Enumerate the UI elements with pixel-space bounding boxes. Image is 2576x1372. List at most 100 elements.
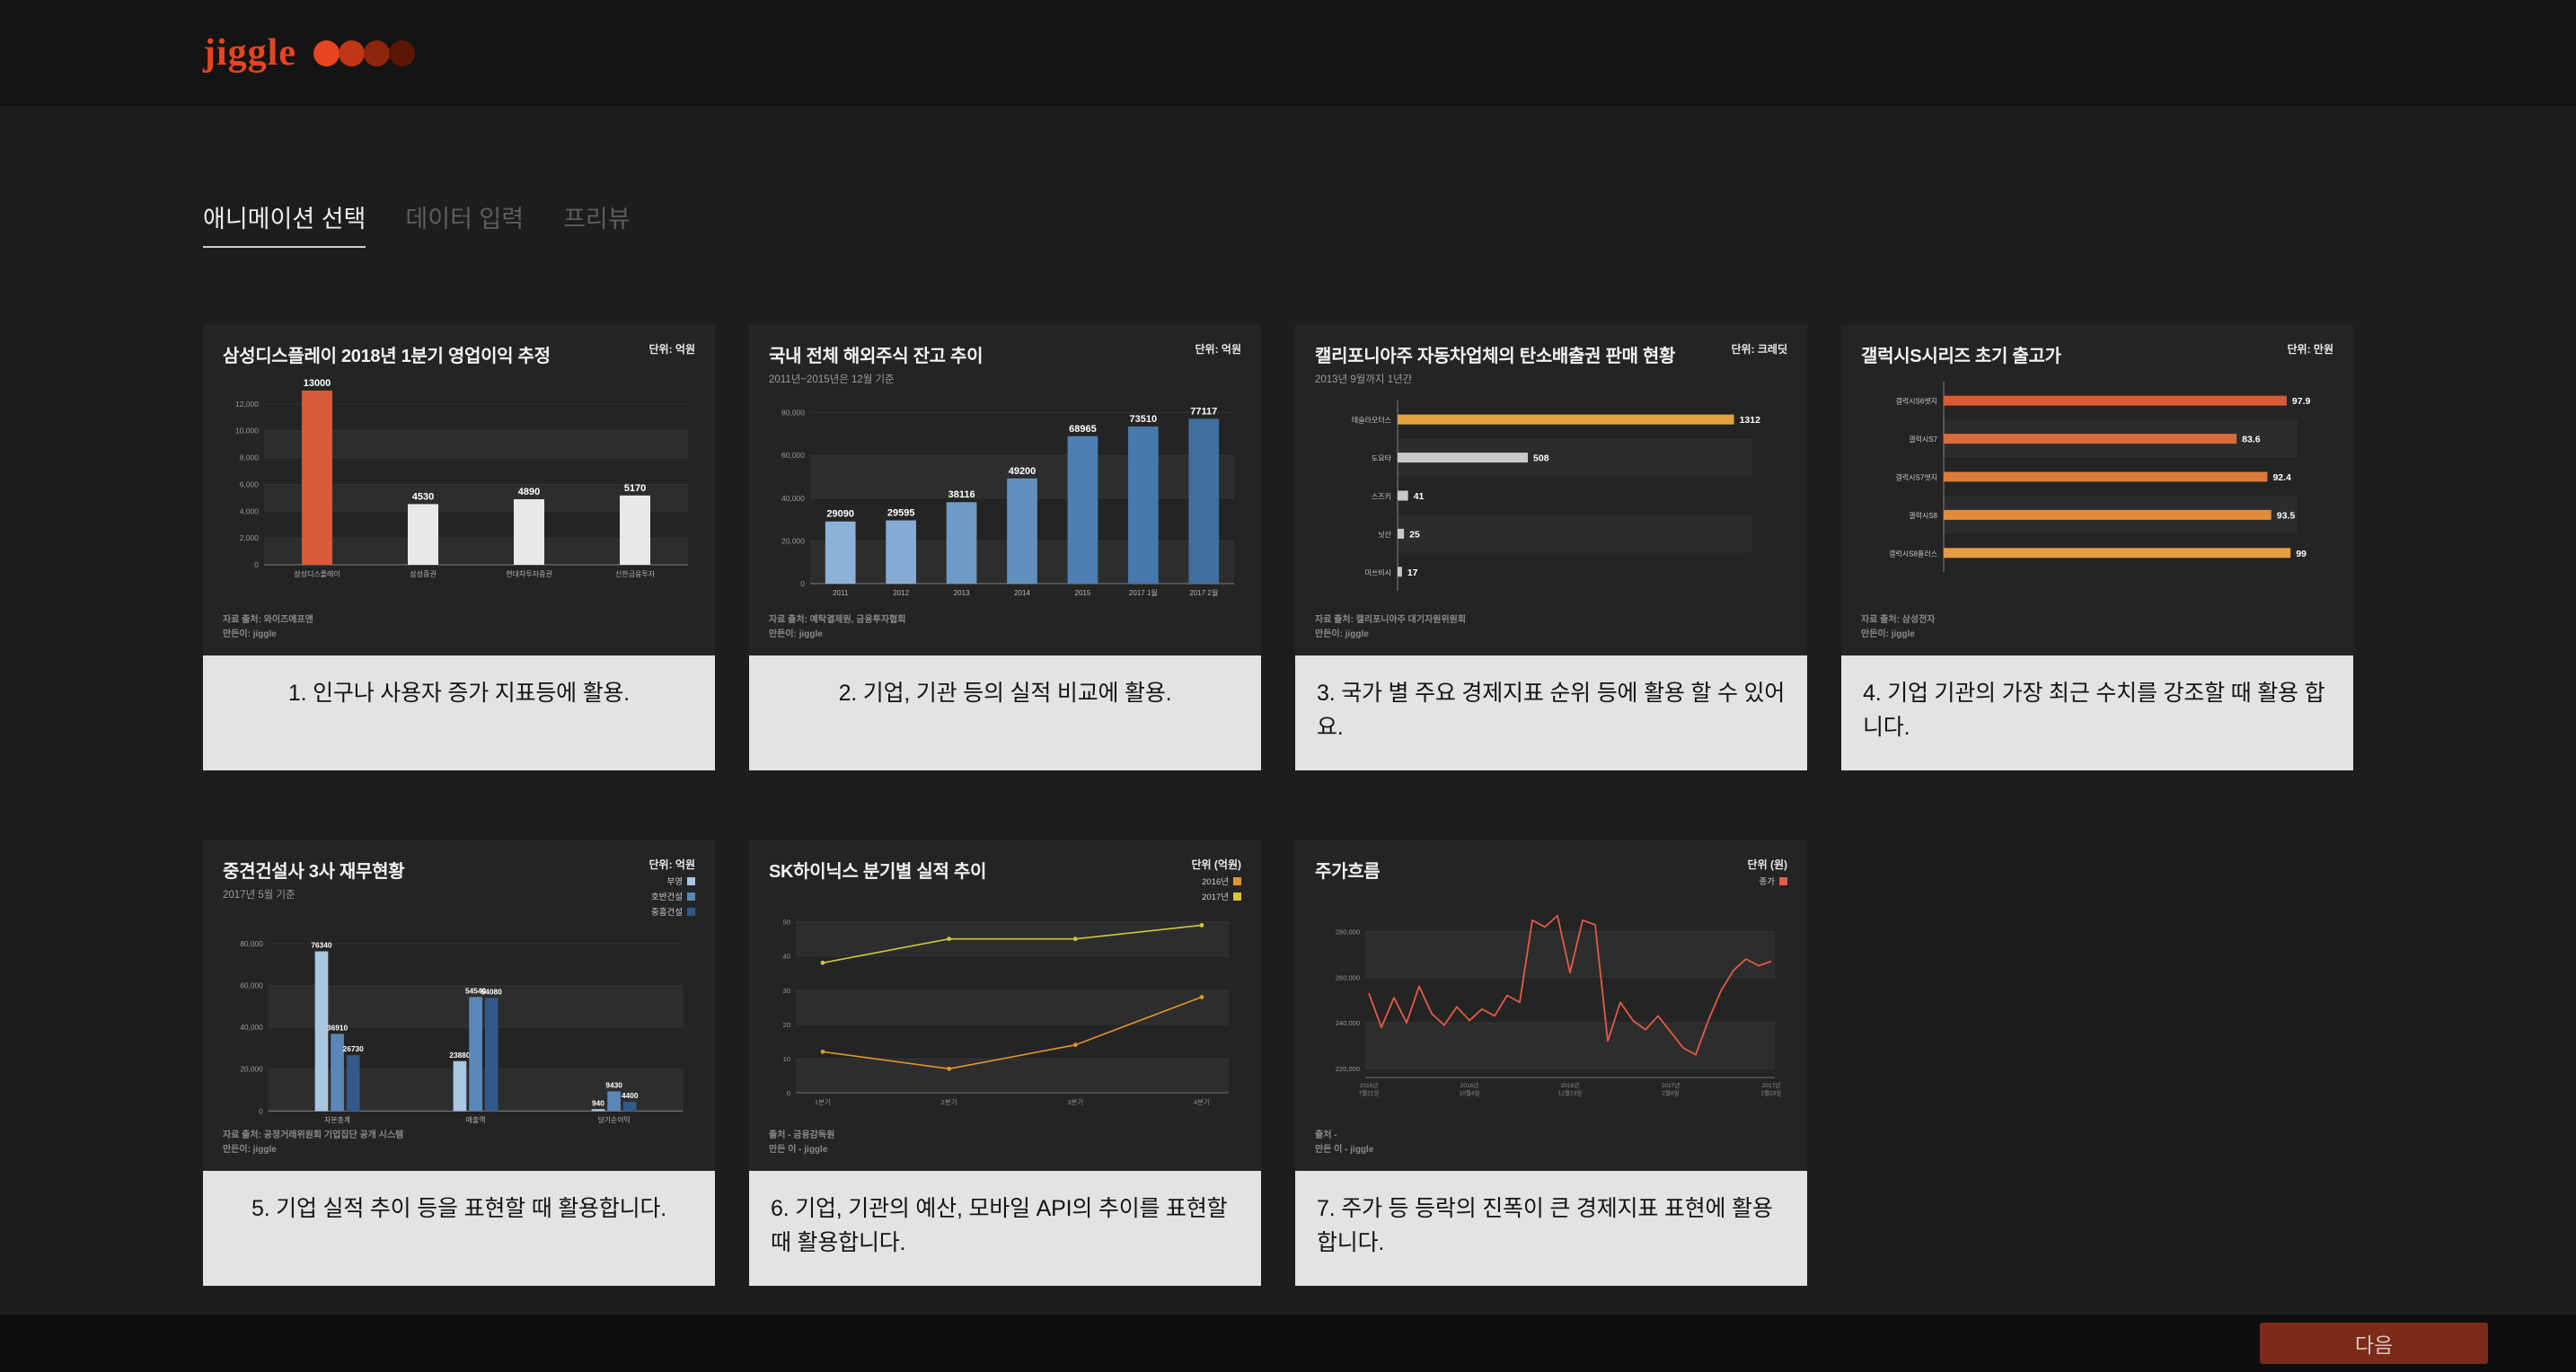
svg-text:신한금융투자: 신한금융투자	[615, 570, 656, 578]
svg-text:매출액: 매출액	[466, 1115, 486, 1124]
caption-text: 3. 국가 별 주요 경제지표 순위 등에 활용 할 수 있어요.	[1317, 681, 1786, 740]
template-grid: 삼성디스플레이 2018년 1분기 영업이익 추정 단위: 억원 0 2,000 4…	[203, 325, 2373, 1286]
template-card-multi-line[interactable]: SK하이닉스 분기별 실적 추이 단위 (억원) 2016년 2017년 0 10 2…	[749, 840, 1261, 1286]
chart-maker: 만든이: jiggle	[1861, 629, 1915, 639]
next-button[interactable]: 다음	[2260, 1323, 2488, 1364]
svg-text:17: 17	[1407, 567, 1418, 578]
chart-maker: 만든이: jiggle	[223, 1144, 277, 1155]
svg-text:30: 30	[783, 987, 790, 995]
chart-legend: 2016년 2017년	[1192, 875, 1241, 902]
svg-text:0: 0	[259, 1106, 263, 1115]
svg-text:4400: 4400	[622, 1091, 639, 1100]
logo-dot-icon	[388, 40, 415, 66]
template-card-vertical-bar-series[interactable]: 국내 전체 해외주식 잔고 추이 2011년~2015년은 12월 기준 단위:…	[749, 325, 1261, 770]
chart-title: SK하이닉스 분기별 실적 추이	[769, 862, 987, 882]
svg-text:1분기: 1분기	[815, 1098, 831, 1106]
chart-unit-label: 단위: 억원	[648, 343, 696, 356]
chart-maker: 만든 이 - jiggle	[1315, 1144, 1374, 1155]
svg-text:25: 25	[1409, 529, 1420, 540]
chart-unit-label: 단위 (억원)	[1191, 858, 1242, 871]
chart-subtitle: 2017년 5월 기준	[223, 890, 296, 901]
tab-animation-select[interactable]: 애니메이션 선택	[203, 199, 366, 248]
svg-text:68965: 68965	[1069, 424, 1097, 435]
svg-text:9430: 9430	[605, 1081, 622, 1090]
hbar-chart-canvas: 테슬라모터스 1312 도요타 508 스즈키 41 닛산 25 미쓰비시 17	[1352, 400, 1761, 591]
chart-unit-label: 단위 (원)	[1747, 858, 1787, 871]
chart-unit-label: 단위: 억원	[1195, 343, 1242, 356]
svg-text:2014: 2014	[1014, 589, 1030, 597]
template-card-grouped-bar[interactable]: 중견건설사 3사 재무현황 2017년 5월 기준 단위: 억원 부영 호반건설 중…	[203, 840, 715, 1286]
legend-item: 2016년	[1192, 875, 1241, 887]
svg-text:38116: 38116	[948, 489, 975, 500]
chart-source: 자료 출처: 캘리포니아주 대기자원위원회	[1315, 615, 1467, 625]
step-tabs: 애니메이션 선택 데이터 입력 프리뷰	[203, 199, 2373, 248]
svg-text:갤럭시S8플러스: 갤럭시S8플러스	[1889, 549, 1937, 558]
svg-text:508: 508	[1533, 453, 1549, 464]
template-card-horizontal-bar-emphasis[interactable]: 갤럭시S시리즈 초기 출고가 단위: 만원 갤럭시S6엣지 97.9 갤럭시S7 83…	[1841, 325, 2353, 770]
caption-text: 2. 기업, 기관 등의 실적 비교에 활용.	[838, 681, 1172, 706]
svg-text:삼성증권: 삼성증권	[410, 569, 436, 578]
svg-text:2013: 2013	[954, 589, 970, 597]
hbar-chart-canvas: 갤럭시S6엣지 97.9 갤럭시S7 83.6 갤럭시S7엣지 92.4 갤럭시S8 93.5…	[1889, 382, 2311, 572]
app-logo[interactable]: jiggle	[203, 31, 415, 75]
bar-chart-canvas: 0 20,000 40,000 60,000 80,000 29090 2011 29595 2…	[781, 406, 1234, 597]
tab-preview[interactable]: 프리뷰	[563, 206, 631, 233]
card-caption: 1. 인구나 사용자 증가 지표등에 활용.	[203, 655, 715, 770]
svg-text:80,000: 80,000	[781, 409, 805, 418]
svg-text:0: 0	[254, 560, 259, 569]
logo-dot-icon	[363, 40, 390, 66]
svg-text:40: 40	[783, 953, 790, 961]
template-card-vertical-bar-highlight[interactable]: 삼성디스플레이 2018년 1분기 영업이익 추정 단위: 억원 0 2,000 4…	[203, 325, 715, 770]
chart-subtitle: 2013년 9월까지 1년간	[1315, 374, 1413, 385]
svg-text:현대차투자증권: 현대차투자증권	[506, 569, 552, 578]
chart-maker: 만든이: jiggle	[1315, 629, 1369, 639]
legend-item: 중흥건설	[649, 905, 695, 918]
card-caption: 6. 기업, 기관의 예산, 모바일 API의 추이를 표현할 때 활용합니다.	[749, 1171, 1261, 1286]
svg-text:2017 1월: 2017 1월	[1129, 588, 1158, 597]
svg-text:2분기: 2분기	[941, 1098, 957, 1106]
svg-text:220,000: 220,000	[1336, 1065, 1360, 1073]
svg-text:4분기: 4분기	[1194, 1098, 1210, 1106]
logo-dot-icon	[338, 40, 365, 66]
svg-text:2017 2월: 2017 2월	[1189, 588, 1218, 597]
chart-title: 국내 전체 해외주식 잔고 추이	[769, 347, 984, 366]
svg-text:13000: 13000	[304, 378, 331, 389]
card-caption: 5. 기업 실적 추이 등을 표현할 때 활용합니다.	[203, 1171, 715, 1286]
chart-panel: 캘리포니아주 자동차업체의 탄소배출권 판매 현황 2013년 9월까지 1년간…	[1295, 325, 1807, 655]
chart-maker: 만든이: jiggle	[223, 629, 277, 639]
svg-text:스즈키: 스즈키	[1372, 493, 1391, 501]
svg-text:240,000: 240,000	[1336, 1019, 1360, 1027]
template-card-horizontal-bar-ranking[interactable]: 캘리포니아주 자동차업체의 탄소배출권 판매 현황 2013년 9월까지 1년간…	[1295, 325, 1807, 770]
chart-maker: 만든 이 - jiggle	[769, 1144, 828, 1155]
logo-text: jiggle	[203, 32, 296, 74]
svg-text:닛산: 닛산	[1378, 530, 1391, 539]
svg-text:23880: 23880	[449, 1051, 470, 1060]
svg-text:1312: 1312	[1740, 415, 1761, 426]
template-card-stock-line[interactable]: 주가흐름 단위 (원) 종가 220,000 240,000 260,000 280,…	[1295, 840, 1807, 1286]
caption-text: 1. 인구나 사용자 증가 지표등에 활용.	[287, 681, 631, 706]
card-caption: 7. 주가 등 등락의 진폭이 큰 경제지표 표현에 활용합니다.	[1295, 1171, 1807, 1286]
line-chart-canvas: 0 10 20 30 40 50 1분기 2분기 3분기 4분기	[783, 919, 1229, 1106]
svg-text:12,000: 12,000	[235, 400, 259, 409]
svg-text:40,000: 40,000	[240, 1023, 263, 1032]
chart-title: 삼성디스플레이 2018년 1분기 영업이익 추정	[223, 347, 551, 366]
svg-text:93.5: 93.5	[2277, 510, 2296, 521]
chart-panel: 중견건설사 3사 재무현황 2017년 5월 기준 단위: 억원 부영 호반건설 중…	[203, 840, 715, 1171]
svg-text:77117: 77117	[1190, 406, 1217, 417]
chart-panel: 국내 전체 해외주식 잔고 추이 2011년~2015년은 12월 기준 단위:…	[749, 325, 1261, 655]
chart-maker: 만든이: jiggle	[769, 629, 823, 639]
svg-text:0: 0	[800, 579, 805, 588]
svg-text:삼성디스플레이: 삼성디스플레이	[294, 569, 340, 578]
svg-text:40,000: 40,000	[781, 494, 805, 503]
svg-text:99: 99	[2296, 549, 2307, 559]
top-bar: jiggle	[0, 0, 2576, 106]
tab-data-input[interactable]: 데이터 입력	[405, 206, 525, 233]
chart-unit-label: 단위: 크레딧	[1731, 343, 1787, 356]
card-caption: 2. 기업, 기관 등의 실적 비교에 활용.	[749, 655, 1261, 770]
svg-text:3분기: 3분기	[1067, 1098, 1083, 1106]
svg-text:92.4: 92.4	[2272, 472, 2291, 483]
svg-text:10: 10	[783, 1055, 790, 1063]
chart-subtitle: 2011년~2015년은 12월 기준	[769, 374, 895, 385]
